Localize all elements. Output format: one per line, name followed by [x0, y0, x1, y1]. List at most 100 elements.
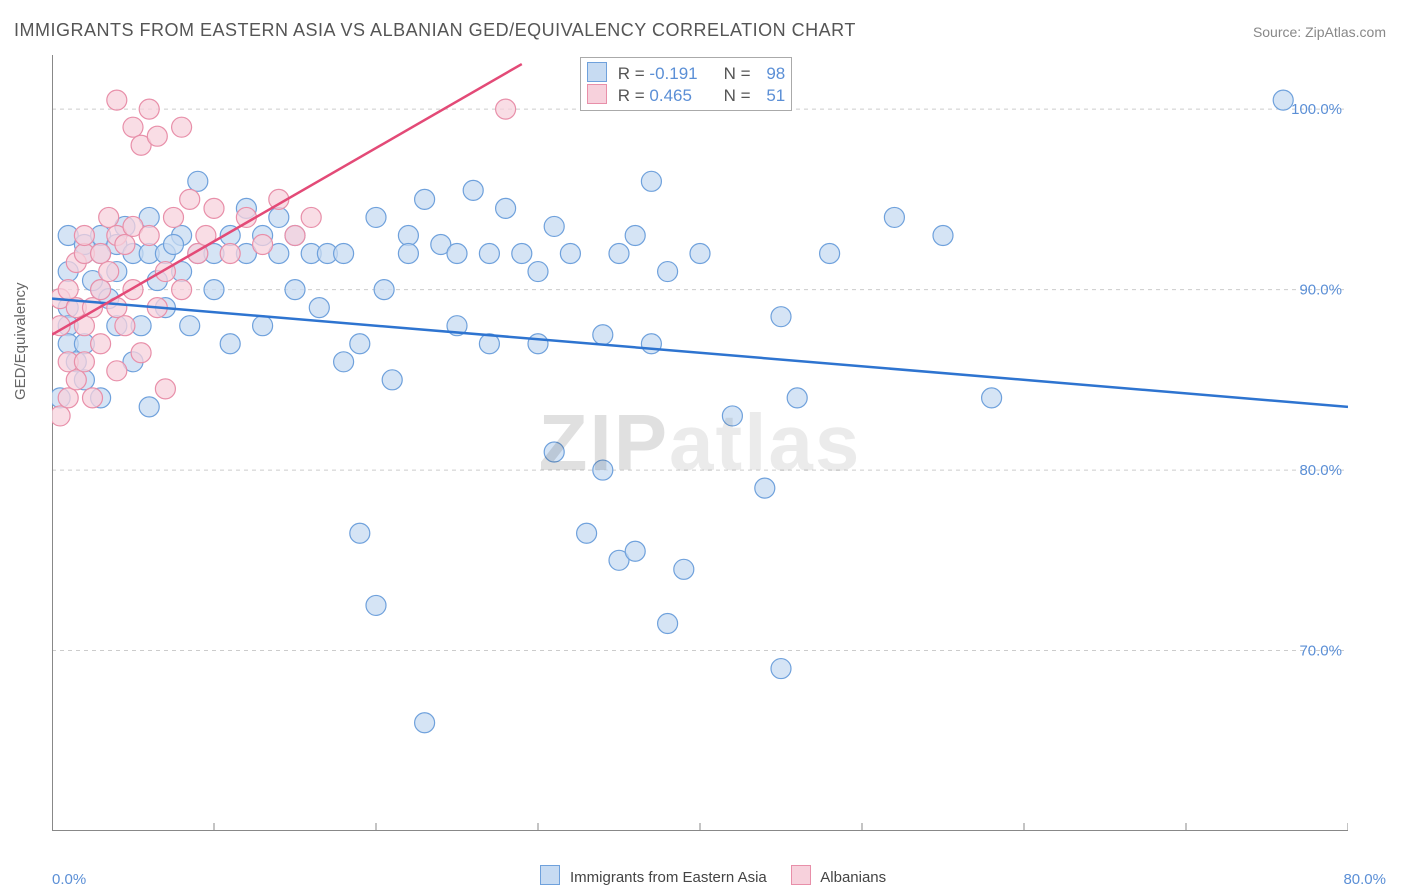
- point-series1: [641, 334, 661, 354]
- chart-svg: 70.0%80.0%90.0%100.0%: [52, 55, 1348, 831]
- point-series2: [172, 117, 192, 137]
- point-series2: [285, 225, 305, 245]
- y-tick-label: 100.0%: [1291, 101, 1342, 118]
- source-attribution: Source: ZipAtlas.com: [1253, 24, 1386, 40]
- point-series1: [982, 388, 1002, 408]
- point-series1: [309, 298, 329, 318]
- point-series2: [139, 225, 159, 245]
- point-series2: [164, 207, 184, 227]
- point-series2: [83, 388, 103, 408]
- point-series1: [415, 713, 435, 733]
- point-series1: [374, 280, 394, 300]
- stats-row-series1: R = -0.191 N = 98: [587, 62, 785, 84]
- point-series1: [188, 171, 208, 191]
- source-link[interactable]: ZipAtlas.com: [1305, 24, 1386, 40]
- point-series2: [74, 225, 94, 245]
- r-label: R =: [618, 64, 645, 83]
- point-series1: [180, 316, 200, 336]
- point-series2: [91, 244, 111, 264]
- point-series2: [115, 316, 135, 336]
- point-series2: [91, 334, 111, 354]
- point-series1: [593, 460, 613, 480]
- trendline-series1: [52, 299, 1348, 407]
- point-series1: [658, 613, 678, 633]
- stats-legend-box: R = -0.191 N = 98 R = 0.465 N = 51: [580, 57, 792, 111]
- point-series1: [884, 207, 904, 227]
- point-series2: [131, 343, 151, 363]
- point-series2: [58, 280, 78, 300]
- point-series1: [350, 523, 370, 543]
- point-series2: [496, 99, 516, 119]
- point-series2: [58, 388, 78, 408]
- legend-label-series1: Immigrants from Eastern Asia: [570, 869, 767, 886]
- point-series2: [115, 234, 135, 254]
- point-series1: [447, 244, 467, 264]
- series1-r-value: -0.191: [649, 64, 709, 84]
- point-series2: [253, 234, 273, 254]
- point-series1: [334, 244, 354, 264]
- x-axis-legend: Immigrants from Eastern Asia Albanians: [0, 865, 1406, 886]
- point-series1: [771, 659, 791, 679]
- y-tick-label: 70.0%: [1299, 643, 1342, 660]
- legend-swatch-series2: [791, 865, 811, 885]
- point-series2: [172, 280, 192, 300]
- point-series1: [641, 171, 661, 191]
- point-series1: [577, 523, 597, 543]
- point-series2: [107, 361, 127, 381]
- point-series2: [204, 198, 224, 218]
- point-series1: [787, 388, 807, 408]
- plot-area: 70.0%80.0%90.0%100.0% ZIPatlas R = -0.19…: [52, 55, 1348, 831]
- point-series1: [820, 244, 840, 264]
- point-series1: [398, 225, 418, 245]
- point-series2: [74, 352, 94, 372]
- point-series2: [91, 280, 111, 300]
- y-axis-label: GED/Equivalency: [12, 282, 29, 400]
- n-label: N =: [724, 64, 751, 83]
- point-series1: [512, 244, 532, 264]
- point-series1: [204, 280, 224, 300]
- source-prefix: Source:: [1253, 24, 1305, 40]
- point-series2: [99, 262, 119, 282]
- point-series1: [755, 478, 775, 498]
- point-series1: [398, 244, 418, 264]
- y-tick-label: 90.0%: [1299, 282, 1342, 299]
- stats-row-series2: R = 0.465 N = 51: [587, 84, 785, 106]
- point-series1: [366, 595, 386, 615]
- point-series1: [544, 442, 564, 462]
- point-series1: [528, 262, 548, 282]
- point-series2: [123, 117, 143, 137]
- point-series2: [147, 126, 167, 146]
- point-series1: [560, 244, 580, 264]
- point-series1: [415, 189, 435, 209]
- series2-swatch: [587, 84, 607, 104]
- legend-swatch-series1: [540, 865, 560, 885]
- series1-n-value: 98: [755, 64, 785, 84]
- series1-swatch: [587, 62, 607, 82]
- point-series1: [334, 352, 354, 372]
- x-tick-first: 0.0%: [52, 871, 86, 888]
- point-series1: [771, 307, 791, 327]
- point-series1: [1273, 90, 1293, 110]
- point-series1: [674, 559, 694, 579]
- point-series1: [722, 406, 742, 426]
- point-series2: [139, 99, 159, 119]
- point-series1: [933, 225, 953, 245]
- point-series1: [269, 207, 289, 227]
- r-label: R =: [618, 86, 645, 105]
- point-series1: [609, 244, 629, 264]
- point-series1: [496, 198, 516, 218]
- series2-r-value: 0.465: [649, 86, 709, 106]
- point-series1: [350, 334, 370, 354]
- point-series1: [139, 397, 159, 417]
- chart-title: IMMIGRANTS FROM EASTERN ASIA VS ALBANIAN…: [14, 20, 856, 41]
- x-tick-last: 80.0%: [1343, 871, 1386, 888]
- point-series2: [66, 370, 86, 390]
- point-series1: [253, 316, 273, 336]
- point-series1: [382, 370, 402, 390]
- point-series2: [301, 207, 321, 227]
- point-series1: [366, 207, 386, 227]
- point-series1: [593, 325, 613, 345]
- point-series2: [155, 379, 175, 399]
- legend-label-series2: Albanians: [820, 869, 886, 886]
- point-series2: [107, 90, 127, 110]
